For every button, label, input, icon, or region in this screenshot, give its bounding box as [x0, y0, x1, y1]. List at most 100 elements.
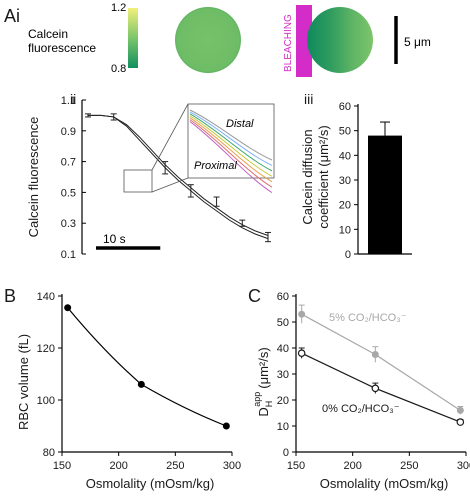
ii-series: [88, 114, 269, 240]
c-ytick-label: 0: [283, 447, 289, 459]
colorbar-label-line2: fluorescence: [28, 41, 96, 55]
ii-ylabel: Calcein fluorescence: [26, 117, 41, 238]
panel-ii: ii Calcein fluorescence 0.1 0.3 0.5 0.7 0.9 1…: [26, 91, 275, 261]
iii-ylabel-line1: Calcein diffusion: [300, 129, 315, 224]
panel-label-ii: ii: [70, 91, 76, 107]
c-ytick-label: 60: [277, 291, 289, 303]
c-point-0pct: [456, 418, 465, 426]
iii-bar: [368, 135, 402, 254]
panel-label-b: B: [4, 286, 16, 306]
ii-series-line-1: [88, 114, 269, 236]
b-ytick-label: 100: [37, 395, 55, 407]
b-xlabel: Osmolality (mOsm/kg): [86, 476, 215, 491]
ii-inset-line: [189, 117, 273, 183]
c-xtick-label: 150: [287, 460, 305, 472]
c-series-line-0: [301, 313, 461, 411]
iii-ytick-label: 0: [345, 249, 351, 261]
c-ylabel-main: D: [256, 407, 271, 416]
iii-ylabel-line2: coefficient (μm²/s): [316, 125, 331, 228]
c-point-5pct: [298, 310, 306, 318]
iii-ytick-label: 60: [339, 101, 351, 113]
ii-zoom-box: [123, 169, 153, 193]
c-ytick-label: 50: [277, 317, 289, 329]
colorbar: [128, 8, 138, 68]
c-series: [297, 304, 465, 426]
c-series-label-5pct: 5% CO₂/HCO₃⁻: [329, 312, 407, 324]
bleach-label: BLEACHING: [283, 14, 294, 72]
panel-iii: iii Calcein diffusion coefficient (μm²/s…: [300, 91, 412, 261]
ii-error-bars: [85, 113, 271, 243]
ii-inset-label-proximal: Proximal: [194, 160, 237, 172]
ii-ytick-label: 0.7: [61, 157, 76, 169]
colorbar-label-line1: Calcein: [28, 27, 68, 41]
b-point: [137, 380, 145, 388]
b-point: [222, 422, 230, 430]
b-ticks: 80 100 120 140 150 200 250 300: [37, 291, 242, 472]
iii-ytick-label: 10: [339, 224, 351, 236]
ii-y-ticks: 0.1 0.3 0.5 0.7 0.9 1.1: [61, 95, 86, 261]
b-xtick-label: 150: [53, 460, 71, 472]
cell-before-bleach: [175, 7, 241, 73]
ii-ytick-label: 1.1: [61, 95, 76, 107]
ii-inset-label-distal: Distal: [226, 118, 254, 130]
c-point-5pct: [456, 406, 464, 414]
ii-inset-line: [189, 109, 273, 161]
b-ytick-label: 140: [37, 291, 55, 303]
ii-inset-line: [189, 121, 273, 194]
b-ytick-label: 80: [43, 447, 55, 459]
ii-ytick-label: 0.3: [61, 218, 76, 230]
c-xtick-label: 300: [457, 460, 470, 472]
ii-inset-line: [189, 113, 273, 172]
bleach-marker: [296, 5, 312, 77]
panel-ai: Ai Calcein fluorescence 1.2 0.8 BLEACHIN…: [4, 2, 431, 77]
ii-inset-lines: [189, 109, 273, 194]
ii-ytick-label: 0.5: [61, 187, 76, 199]
iii-ytick-label: 50: [339, 126, 351, 138]
c-xtick-label: 200: [343, 460, 361, 472]
b-ytick-label: 120: [37, 343, 55, 355]
ii-inset-line: [189, 115, 273, 177]
c-ytick-label: 40: [277, 343, 289, 355]
c-ytick-label: 10: [277, 421, 289, 433]
panel-label-iii: iii: [304, 91, 313, 107]
c-xtick-label: 250: [400, 460, 418, 472]
b-ylabel: RBC volume (fL): [16, 334, 31, 430]
b-series: [64, 304, 230, 430]
panel-b: B RBC volume (fL) Osmolality (mOsm/kg) 8…: [4, 286, 241, 491]
panel-c: C DHapp (μm²/s) Osmolality (mOsm/kg) 0 10 2…: [248, 286, 470, 491]
ii-ytick-label: 0.1: [61, 249, 76, 261]
b-xtick-label: 200: [109, 460, 127, 472]
c-xlabel: Osmolality (mOsm/kg): [320, 476, 449, 491]
colorbar-min-label: 0.8: [111, 63, 126, 75]
c-ticks: 0 10 20 30 40 50 60 150 200 250 300: [277, 291, 470, 472]
c-point-5pct: [371, 351, 379, 358]
ii-zoom-line-top: [151, 103, 189, 171]
panel-label-c: C: [248, 286, 261, 306]
iii-bars: [368, 121, 402, 254]
ii-ytick-label: 0.9: [61, 126, 76, 138]
iii-ytick-label: 30: [339, 175, 351, 187]
panel-label-a: Ai: [4, 6, 20, 26]
c-ytick-label: 30: [277, 369, 289, 381]
b-xtick-label: 250: [166, 460, 184, 472]
ii-time-scale-label: 10 s: [103, 232, 126, 246]
c-series-label-0pct: 0% CO₂/HCO₃⁻: [322, 403, 400, 415]
ii-zoom-line-bottom: [151, 177, 189, 193]
iii-y-ticks: 0 10 20 30 40 50 60: [339, 101, 358, 261]
b-line: [67, 307, 227, 427]
c-ylabel-sup: app: [252, 392, 262, 407]
c-ylabel: DHapp (μm²/s): [252, 347, 274, 416]
ii-inset-line: [189, 119, 273, 188]
colorbar-max-label: 1.2: [111, 2, 126, 14]
c-ylabel-sub: H: [264, 401, 274, 408]
scale-label: 5 μm: [404, 35, 431, 49]
c-ytick-label: 20: [277, 395, 289, 407]
b-point: [64, 304, 72, 312]
c-ylabel-units: (μm²/s): [256, 347, 271, 388]
c-point-0pct: [297, 349, 306, 358]
iii-ytick-label: 40: [339, 150, 351, 162]
c-point-0pct: [371, 384, 380, 393]
iii-ytick-label: 20: [339, 200, 351, 212]
b-xtick-label: 300: [223, 460, 241, 472]
